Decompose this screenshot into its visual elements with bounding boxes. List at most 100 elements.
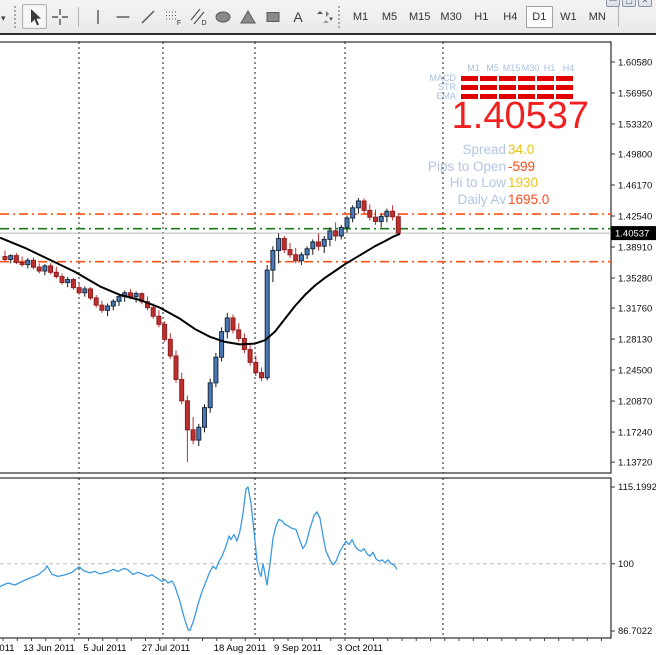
- svg-text:A: A: [293, 9, 303, 25]
- candle-body: [213, 356, 219, 384]
- candle-body: [42, 265, 48, 272]
- price-tick-label: 1.38910: [618, 243, 652, 254]
- candle-body: [224, 317, 230, 333]
- stat-label: Spread: [462, 142, 506, 157]
- candle-body: [127, 292, 133, 298]
- timeframe-button-m1[interactable]: M1: [347, 6, 374, 28]
- timeframe-button-m30[interactable]: M30: [436, 6, 465, 28]
- matrix-signal-cell: [518, 85, 535, 90]
- candle-body: [310, 241, 316, 250]
- timeframe-button-d1[interactable]: D1: [525, 5, 553, 28]
- candle-body: [70, 279, 76, 289]
- candle-body: [65, 279, 71, 284]
- candle-body: [264, 269, 270, 379]
- rectangle-tool-button[interactable]: [260, 4, 285, 29]
- candle-body: [167, 338, 173, 357]
- matrix-signal-cell: [537, 85, 554, 90]
- close-window-button[interactable]: ✕: [638, 0, 652, 7]
- cursor-icon: [30, 8, 41, 25]
- matrix-row-label: EMA: [436, 90, 456, 101]
- matrix-signal-cell: [518, 76, 535, 81]
- candle-body: [316, 241, 321, 247]
- channel-tool-button[interactable]: D: [185, 4, 210, 29]
- candle-body: [196, 426, 202, 441]
- price-tick-label: 1.42540: [618, 212, 652, 223]
- stat-value: 1695.0: [508, 192, 550, 207]
- horizontal-line-icon: [116, 15, 129, 18]
- stat-row: Hi to Low 1930: [0, 175, 656, 191]
- date-label: 3 Oct 2011: [337, 643, 383, 654]
- candle-body: [76, 287, 82, 294]
- candle-body: [287, 249, 293, 256]
- minimize-window-button[interactable]: —: [606, 0, 620, 7]
- matrix-column-m15: M15: [502, 63, 521, 73]
- vertical-line-tool-button[interactable]: [85, 4, 110, 29]
- ellipse-tool-button[interactable]: [210, 4, 235, 29]
- timeframe-button-mn[interactable]: MN: [584, 6, 611, 28]
- matrix-signal-cell: [461, 94, 478, 99]
- timeframe-button-w1[interactable]: W1: [555, 6, 582, 28]
- candle-body: [25, 259, 31, 266]
- channel-icon: D: [190, 8, 206, 27]
- candle-body: [236, 329, 242, 339]
- candle-body: [145, 301, 150, 309]
- svg-text:F: F: [176, 20, 180, 27]
- candle-body: [173, 355, 179, 380]
- date-label: 27 Jul 2011: [142, 643, 190, 654]
- candle-body: [253, 361, 259, 374]
- price-tick-label: 1.46170: [618, 180, 652, 191]
- timeframe-button-h1[interactable]: H1: [468, 6, 495, 28]
- text-tool-button[interactable]: A: [285, 4, 310, 29]
- horizontal-line-tool-button[interactable]: [110, 4, 135, 29]
- matrix-signal-cell: [556, 76, 573, 81]
- candle-body: [350, 207, 356, 219]
- tool-separator: [78, 6, 79, 27]
- candle-body: [150, 307, 156, 317]
- candle-body: [395, 216, 401, 234]
- current-price-tag-label: 1.40537: [615, 229, 649, 240]
- ellipse-icon: [215, 11, 230, 22]
- matrix-column-h1: H1: [543, 63, 556, 73]
- cursor-tool-button[interactable]: [22, 4, 47, 29]
- price-tick-label: 1.56950: [618, 88, 652, 99]
- time-scale[interactable]: 011 13 Jun 2011 5 Jul 2011 27 Jul 2011 18 Au…: [0, 638, 602, 654]
- stat-label: Pips to Open: [427, 159, 506, 174]
- candle-body: [48, 265, 54, 273]
- arrows-dropdown-tool-button[interactable]: ▾: [310, 4, 335, 29]
- candle-body: [259, 372, 264, 379]
- price-scale[interactable]: 1.60580 1.56950 1.53320 1.49800 1.46170 1.425…: [611, 57, 656, 637]
- matrix-signal-cell: [480, 94, 497, 99]
- fibonacci-tool-button[interactable]: F: [160, 4, 185, 29]
- svg-text:▾: ▾: [329, 16, 333, 23]
- date-label: 011: [0, 643, 15, 654]
- toolbar-grip[interactable]: [14, 5, 17, 28]
- timeframe-button-m5[interactable]: M5: [376, 6, 403, 28]
- maximize-window-button[interactable]: ▢: [622, 0, 636, 7]
- timeframe-button-h4[interactable]: H4: [497, 6, 524, 28]
- candle-body: [179, 378, 185, 402]
- toolbar-overflow-icon[interactable]: ▾: [1, 13, 6, 23]
- matrix-signal-cell: [461, 85, 478, 90]
- candle-body: [281, 238, 287, 251]
- candle-body: [247, 349, 253, 363]
- timeframe-button-m15[interactable]: M15: [405, 6, 434, 28]
- toolbar-grip-2[interactable]: [338, 5, 341, 28]
- trendline-tool-button[interactable]: [135, 4, 160, 29]
- sub-scale-label: 115.1992: [618, 482, 656, 493]
- matrix-row-ema: EMA: [414, 90, 578, 101]
- matrix-signal-cell: [537, 76, 554, 81]
- candle-body: [190, 429, 196, 441]
- candle-body: [110, 300, 116, 307]
- matrix-row-label: MACD: [429, 72, 457, 83]
- matrix-signal-cell: [518, 94, 535, 99]
- matrix-signal-cell: [499, 76, 516, 81]
- triangle-tool-button[interactable]: [235, 4, 260, 29]
- stat-value: 34.0: [508, 142, 535, 157]
- stat-label: Hi to Low: [449, 175, 506, 190]
- candle-body: [304, 248, 310, 256]
- stat-row: Daily Av 1695.0: [0, 192, 656, 208]
- matrix-signal-cell: [537, 94, 554, 99]
- matrix-row-str: STR: [414, 82, 578, 92]
- crosshair-tool-button[interactable]: [47, 4, 72, 29]
